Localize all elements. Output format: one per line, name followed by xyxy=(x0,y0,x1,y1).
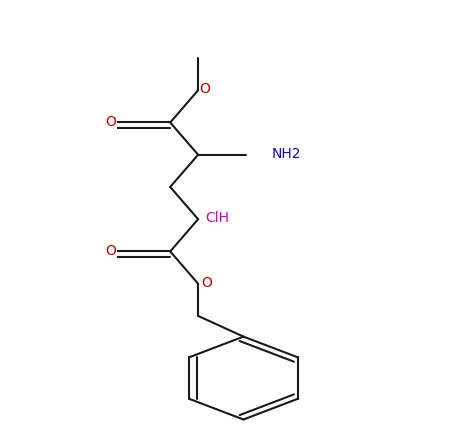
Text: O: O xyxy=(201,276,212,290)
Text: O: O xyxy=(106,245,116,258)
Text: O: O xyxy=(200,82,211,96)
Text: NH2: NH2 xyxy=(271,147,301,161)
Text: O: O xyxy=(106,116,116,129)
Text: ClH: ClH xyxy=(205,211,229,225)
